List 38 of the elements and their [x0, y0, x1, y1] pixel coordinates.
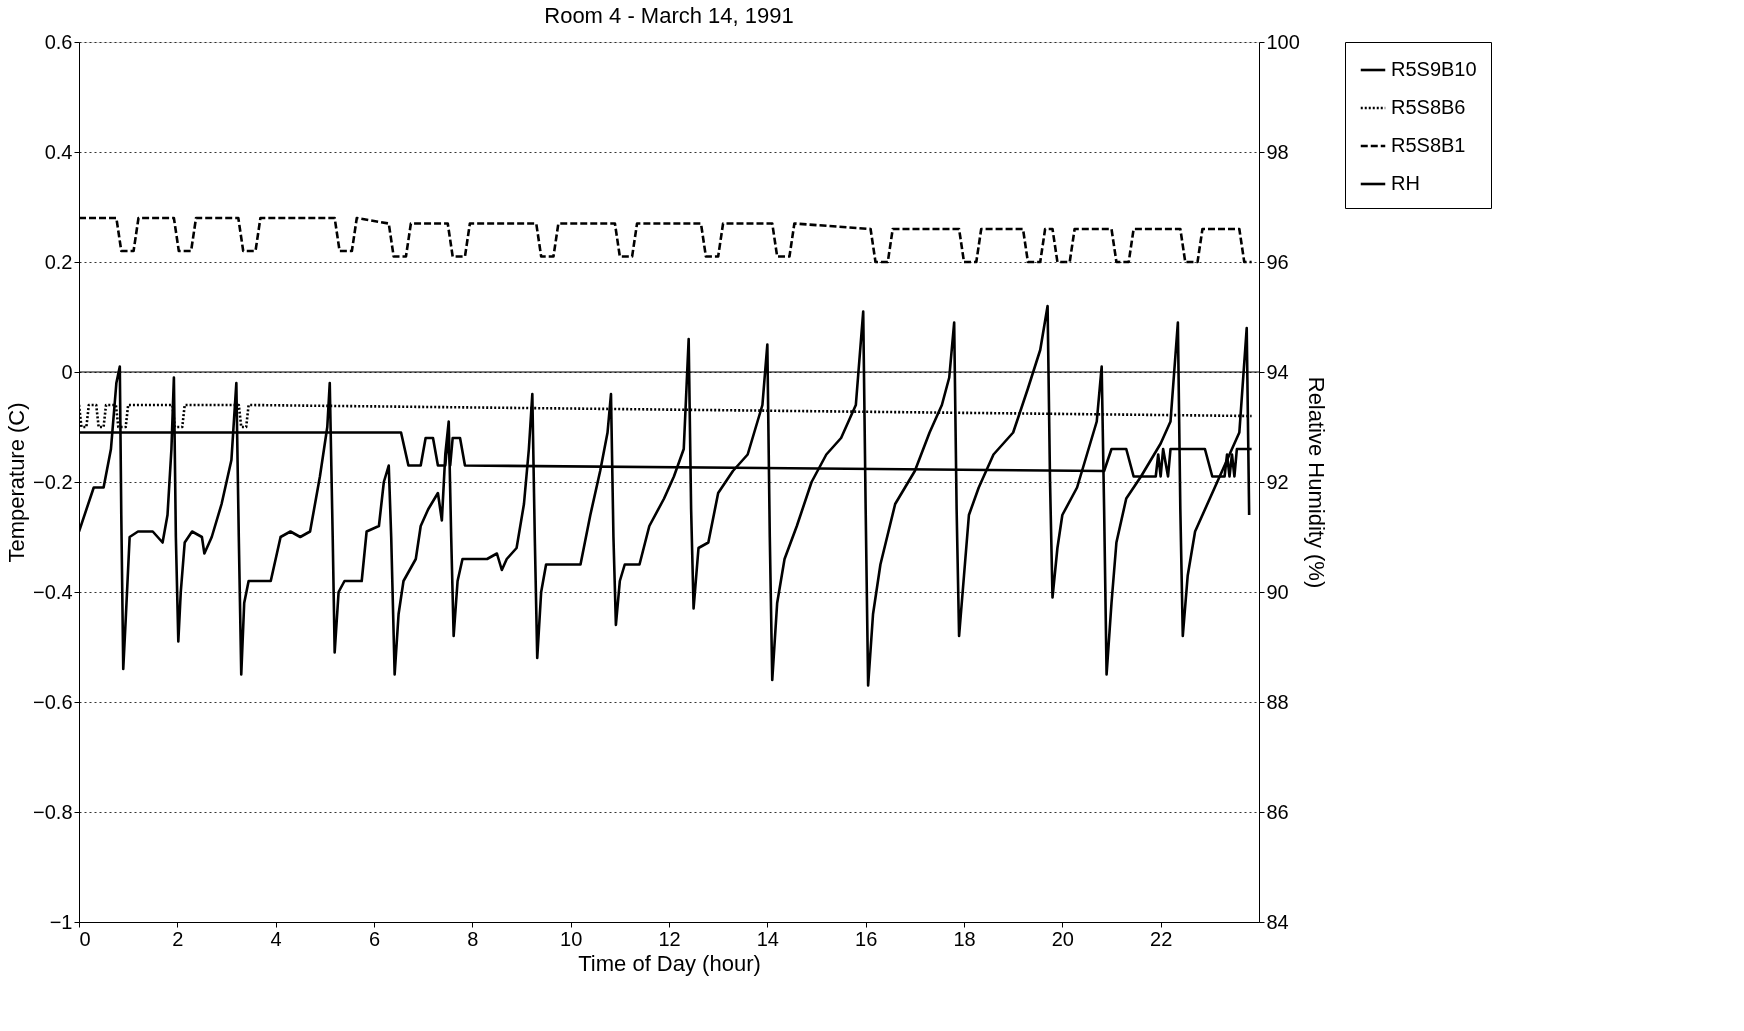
legend-label: RH — [1391, 172, 1420, 194]
y-tick-label: −0.4 — [33, 580, 73, 603]
y2-tick-label: 86 — [1266, 800, 1289, 823]
y2-tick-label: 96 — [1266, 250, 1289, 273]
x-axis-title: Time of Day (hour) — [578, 950, 761, 976]
y2-tick-label: 92 — [1266, 470, 1289, 493]
y2-axis-title: Relative Humidity (%) — [1303, 376, 1329, 589]
y-tick-label: 0.2 — [44, 250, 73, 273]
y-tick-label: −0.6 — [33, 690, 73, 713]
x-tick-label: 10 — [560, 927, 583, 950]
x-tick-label: 22 — [1150, 927, 1173, 950]
y-tick-label: −1 — [49, 910, 73, 933]
x-tick-label: 16 — [855, 927, 878, 950]
y2-tick-label: 100 — [1266, 30, 1300, 53]
x-tick-label: 12 — [658, 927, 681, 950]
x-tick-label: 0 — [79, 927, 91, 950]
x-tick-label: 18 — [953, 927, 976, 950]
chart-title: Room 4 - March 14, 1991 — [544, 3, 794, 28]
x-tick-label: 6 — [368, 927, 381, 950]
legend-label: R5S8B6 — [1391, 96, 1466, 118]
y-axis-title: Temperature (C) — [4, 402, 30, 563]
y-tick-label: −0.8 — [33, 800, 73, 823]
x-tick-label: 8 — [467, 927, 479, 950]
y2-tick-label: 84 — [1266, 910, 1289, 933]
y-tick-label: −0.2 — [33, 470, 73, 493]
legend-label: R5S9B10 — [1391, 58, 1477, 80]
x-tick-label: 14 — [756, 927, 779, 950]
y-tick-label: 0.6 — [44, 30, 73, 53]
y-tick-label: 0.4 — [44, 140, 73, 163]
x-tick-label: 20 — [1051, 927, 1074, 950]
x-tick-label: 4 — [270, 927, 282, 950]
y2-tick-label: 98 — [1266, 140, 1289, 163]
y2-tick-label: 90 — [1266, 580, 1289, 603]
y-tick-label: 0 — [61, 360, 73, 383]
y2-tick-label: 94 — [1266, 360, 1289, 383]
y2-tick-label: 88 — [1266, 690, 1289, 713]
legend-label: R5S8B1 — [1391, 134, 1466, 156]
x-tick-label: 2 — [172, 927, 184, 950]
